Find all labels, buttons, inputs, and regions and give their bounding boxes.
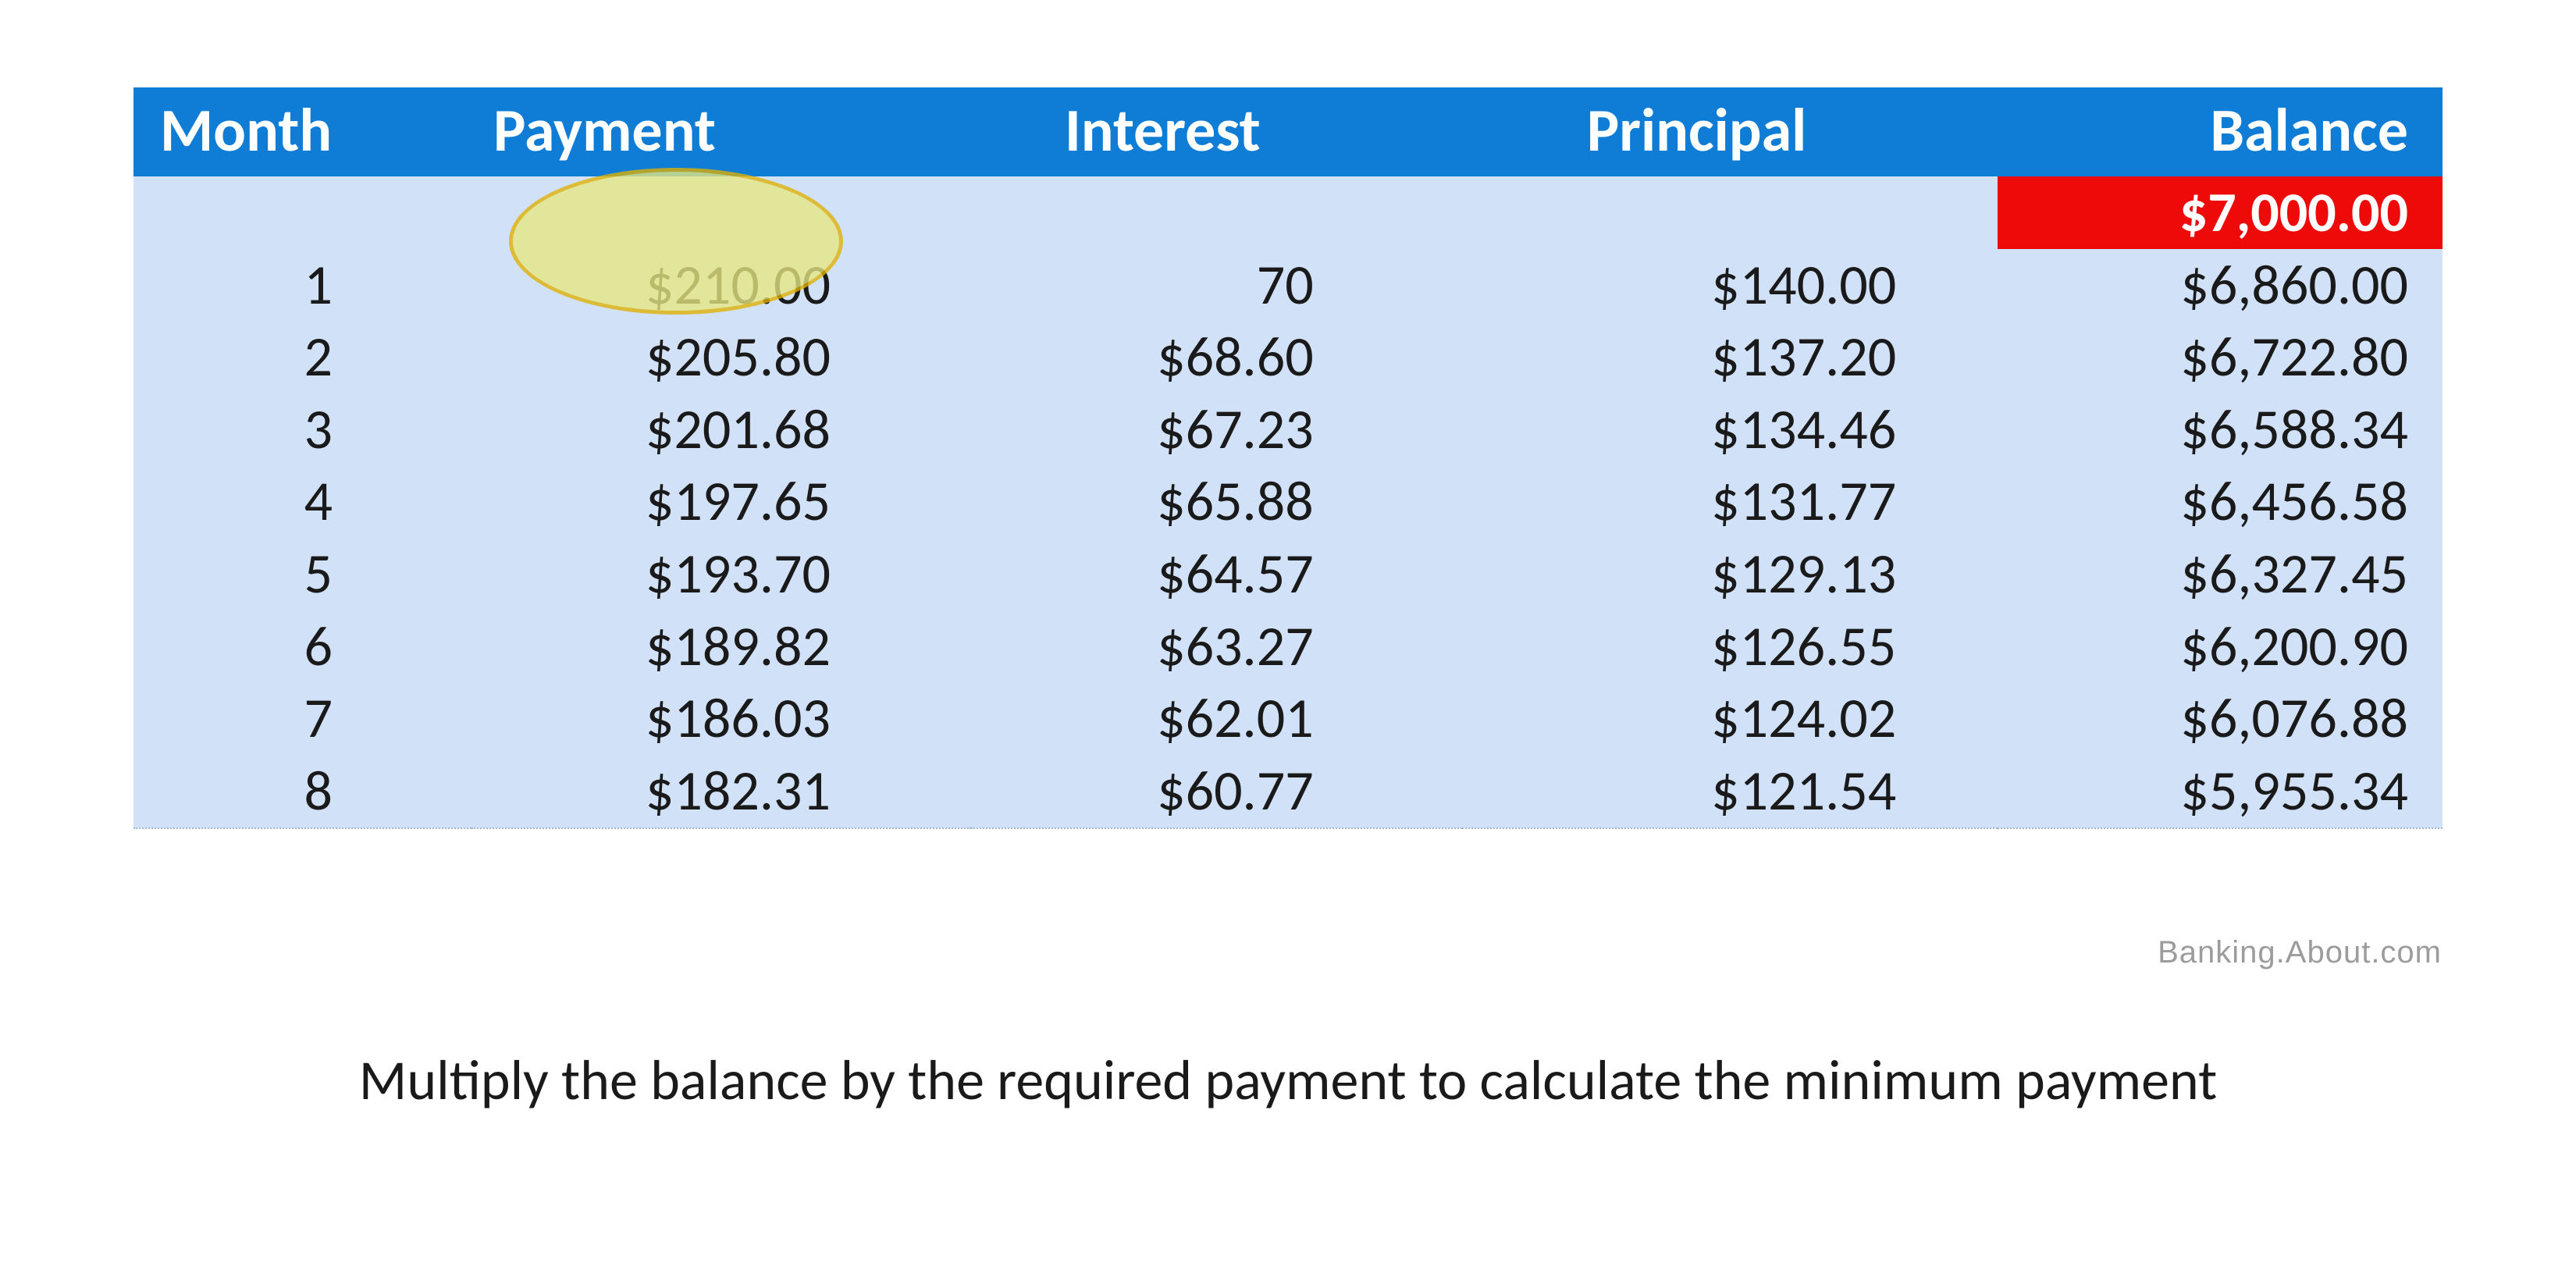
table-row: 3 $201.68 $67.23 $134.46 $6,588.34 xyxy=(133,393,2443,466)
cell-payment: $182.31 xyxy=(471,755,971,828)
cell-interest: $60.77 xyxy=(971,755,1462,828)
empty-cell xyxy=(471,176,971,249)
table-row: 4 $197.65 $65.88 $131.77 $6,456.58 xyxy=(133,465,2443,538)
cell-month: 8 xyxy=(133,755,471,828)
cell-interest: $67.23 xyxy=(971,393,1462,466)
cell-month: 5 xyxy=(133,538,471,610)
cell-payment: $205.80 xyxy=(471,321,971,393)
source-credit: Banking.About.com xyxy=(2158,935,2442,970)
cell-balance: $6,327.45 xyxy=(1998,538,2443,610)
cell-payment: $210.00 xyxy=(471,249,971,322)
cell-payment: $197.65 xyxy=(471,465,971,538)
table-row: 5 $193.70 $64.57 $129.13 $6,327.45 xyxy=(133,538,2443,610)
cell-principal: $124.02 xyxy=(1462,682,1998,755)
cell-principal: $134.46 xyxy=(1462,393,1998,466)
cell-month: 7 xyxy=(133,682,471,755)
cell-balance: $6,076.88 xyxy=(1998,682,2443,755)
table-row: 7 $186.03 $62.01 $124.02 $6,076.88 xyxy=(133,682,2443,755)
cell-principal: $129.13 xyxy=(1462,538,1998,610)
cell-balance: $6,588.34 xyxy=(1998,393,2443,466)
cell-interest: 70 xyxy=(971,249,1462,322)
empty-cell xyxy=(133,176,471,249)
cell-principal: $126.55 xyxy=(1462,610,1998,683)
starting-balance-row: $7,000.00 xyxy=(133,176,2443,249)
cell-payment: $189.82 xyxy=(471,610,971,683)
cell-month: 2 xyxy=(133,321,471,393)
starting-balance-cell: $7,000.00 xyxy=(1998,176,2443,249)
table-header-row: Month Payment Interest Principal Balance xyxy=(133,87,2443,176)
amortization-table: Month Payment Interest Principal Balance… xyxy=(133,87,2443,829)
cell-month: 4 xyxy=(133,465,471,538)
table-row: 2 $205.80 $68.60 $137.20 $6,722.80 xyxy=(133,321,2443,393)
table-row: 8 $182.31 $60.77 $121.54 $5,955.34 xyxy=(133,755,2443,828)
table-row: 1 $210.00 70 $140.00 $6,860.00 xyxy=(133,249,2443,322)
cell-balance: $6,860.00 xyxy=(1998,249,2443,322)
empty-cell xyxy=(1462,176,1998,249)
cell-interest: $68.60 xyxy=(971,321,1462,393)
cell-month: 1 xyxy=(133,249,471,322)
empty-cell xyxy=(971,176,1462,249)
table-row: 6 $189.82 $63.27 $126.55 $6,200.90 xyxy=(133,610,2443,683)
cell-payment: $193.70 xyxy=(471,538,971,610)
col-header-interest: Interest xyxy=(971,87,1462,176)
cell-interest: $63.27 xyxy=(971,610,1462,683)
cell-interest: $65.88 xyxy=(971,465,1462,538)
col-header-balance: Balance xyxy=(1998,87,2443,176)
cell-interest: $62.01 xyxy=(971,682,1462,755)
col-header-payment: Payment xyxy=(471,87,971,176)
cell-balance: $6,456.58 xyxy=(1998,465,2443,538)
cell-interest: $64.57 xyxy=(971,538,1462,610)
slide-caption: Multiply the balance by the required pay… xyxy=(0,1046,2576,1115)
col-header-principal: Principal xyxy=(1462,87,1998,176)
cell-principal: $131.77 xyxy=(1462,465,1998,538)
cell-principal: $121.54 xyxy=(1462,755,1998,828)
cell-payment: $201.68 xyxy=(471,393,971,466)
cell-payment: $186.03 xyxy=(471,682,971,755)
cell-balance: $5,955.34 xyxy=(1998,755,2443,828)
cell-principal: $137.20 xyxy=(1462,321,1998,393)
slide-frame: Month Payment Interest Principal Balance… xyxy=(0,0,2576,1288)
cell-principal: $140.00 xyxy=(1462,249,1998,322)
cell-balance: $6,722.80 xyxy=(1998,321,2443,393)
col-header-month: Month xyxy=(133,87,471,176)
cell-month: 6 xyxy=(133,610,471,683)
cell-balance: $6,200.90 xyxy=(1998,610,2443,683)
cell-month: 3 xyxy=(133,393,471,466)
